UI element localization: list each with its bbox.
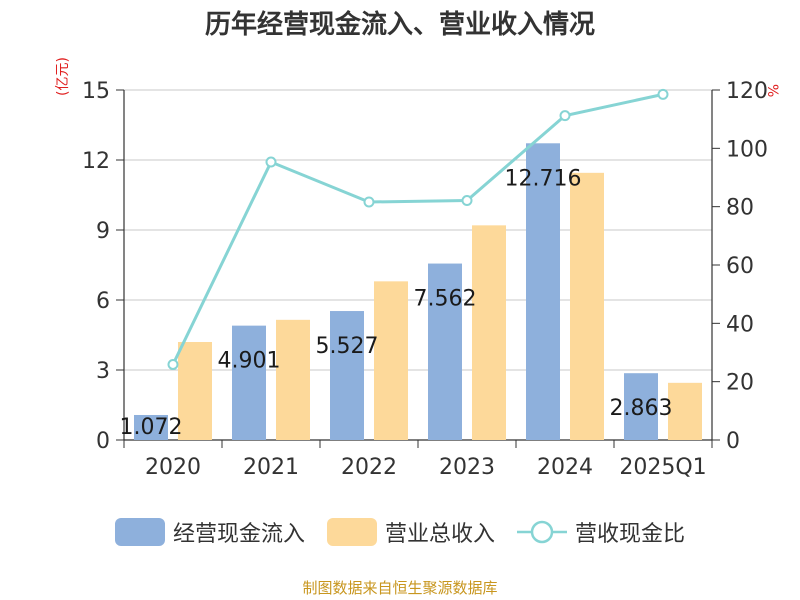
bar-revenue [178,342,212,440]
bar-cash-inflow [624,373,658,440]
point-cash-ratio [363,196,375,208]
right-tick-label: 0 [726,429,740,454]
left-tick-label: 6 [96,289,110,314]
data-label-cash-inflow: 7.562 [414,287,477,312]
data-label-cash-inflow: 1.072 [120,415,183,440]
legend-label-cash-ratio: 营收现金比 [575,522,686,547]
bar-revenue [472,225,506,440]
right-tick-label: 60 [726,254,754,279]
legend: 经营现金流入 营业总收入 营收现金比 [0,516,800,548]
legend-swatch-revenue [326,518,377,546]
left-tick-label: 0 [96,429,110,454]
point-cash-ratio [167,358,179,370]
left-tick-label: 9 [96,219,110,244]
point-cash-ratio [657,88,669,100]
point-cash-ratio [461,195,473,207]
x-tick-label: 2022 [341,455,397,480]
chart-canvas: 0 3 6 9 12 15 0 20 40 60 80 100 120 2020 2021 2022 2023 2… [82,79,768,480]
bar-cash-inflow [232,325,266,440]
legend-item-cash-ratio[interactable]: 营收现金比 [517,516,685,548]
right-tick-label: 100 [726,137,768,162]
right-tick-label: 20 [726,371,754,396]
legend-swatch-cash-ratio [517,520,567,544]
data-label-cash-inflow: 5.527 [316,334,379,359]
x-tick-label: 2023 [439,455,495,480]
right-tick-label: 80 [726,196,754,221]
bar-cash-inflow [134,414,168,440]
chart-title: 历年经营现金流入、营业收入情况 [204,10,595,40]
right-tick-label: 40 [726,312,754,337]
line-cash-ratio [171,92,664,366]
x-tick-label: 2020 [145,455,201,480]
bar-revenue [374,281,408,440]
left-tick-label: 12 [82,149,110,174]
point-cash-ratio [265,156,277,168]
bar-revenue [668,382,702,440]
x-tick-label: 2024 [537,455,593,480]
bar-cash-inflow [330,311,364,440]
x-tick-label: 2025Q1 [619,455,706,480]
bar-revenue [570,172,604,441]
x-tick-label: 2021 [243,455,299,480]
legend-item-cash-inflow[interactable]: 经营现金流入 [114,516,305,548]
left-tick-label: 15 [82,79,110,104]
legend-label-cash-inflow: 经营现金流入 [172,522,305,547]
legend-swatch-cash-inflow [114,518,165,546]
data-source: 制图数据来自恒生聚源数据库 [302,579,498,597]
data-label-cash-inflow: 2.863 [610,396,673,421]
right-tick-label: 120 [726,79,768,104]
left-tick-label: 3 [96,359,110,384]
legend-label-revenue: 营业总收入 [384,522,495,547]
data-label-cash-inflow: 12.716 [505,166,582,191]
bar-cash-inflow [428,263,462,440]
legend-item-revenue[interactable]: 营业总收入 [326,516,495,548]
bar-revenue [276,319,310,440]
data-label-cash-inflow: 4.901 [218,349,281,374]
point-cash-ratio [559,110,571,122]
bar-cash-inflow [526,143,560,440]
